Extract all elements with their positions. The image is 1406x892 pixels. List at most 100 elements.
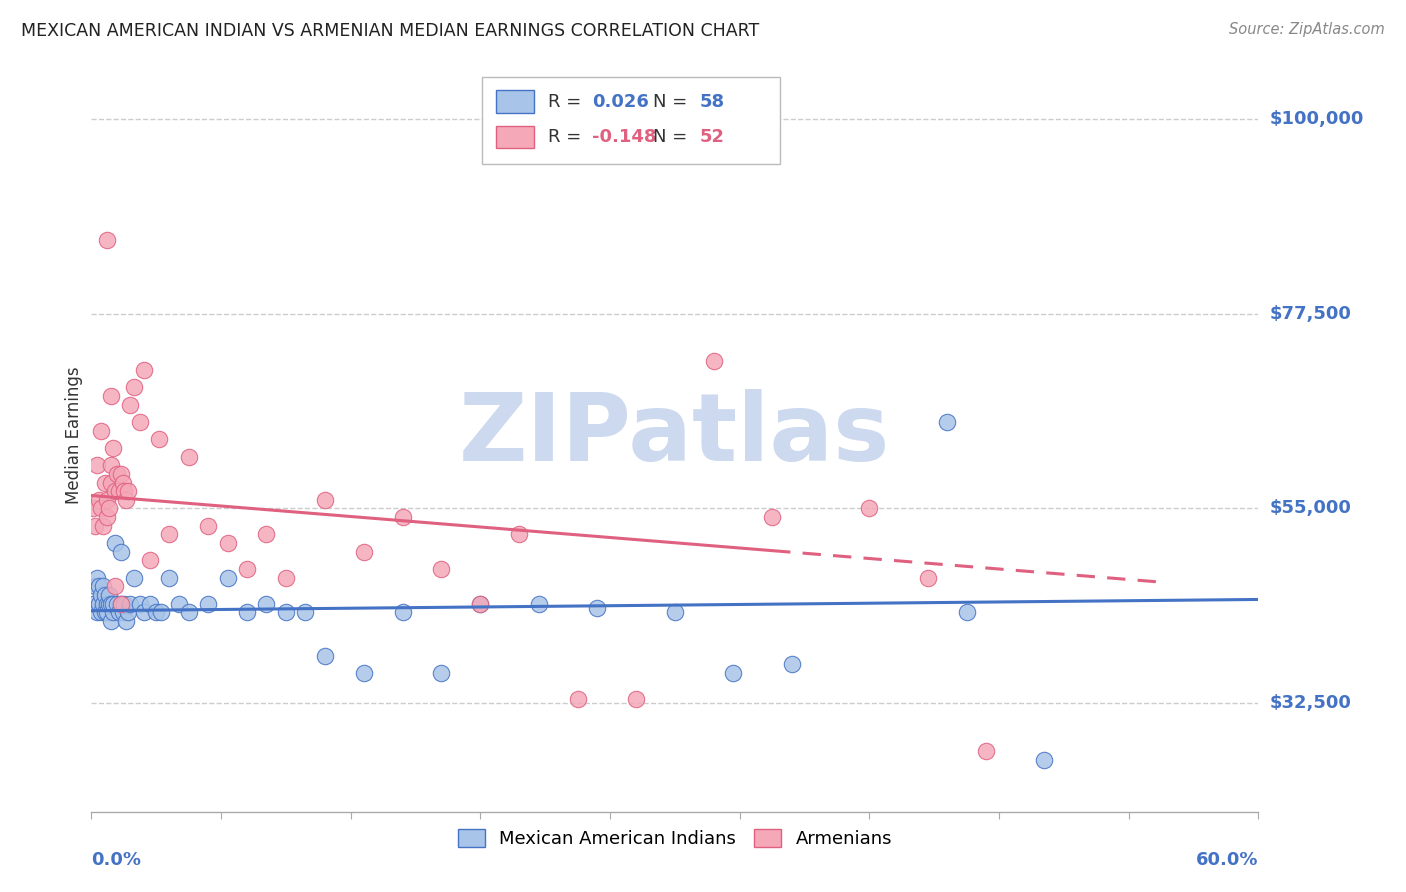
Text: -0.148: -0.148 xyxy=(592,128,657,146)
Point xyxy=(89,492,111,507)
Point xyxy=(858,501,880,516)
Point xyxy=(780,657,803,672)
Point xyxy=(114,597,136,611)
Point xyxy=(150,606,173,620)
Point xyxy=(353,666,375,681)
Point xyxy=(256,527,278,541)
Point xyxy=(148,432,170,446)
Point xyxy=(430,562,453,576)
Point xyxy=(956,606,979,620)
Point xyxy=(115,614,138,628)
Point xyxy=(89,579,111,593)
Point xyxy=(157,571,180,585)
Point xyxy=(82,597,104,611)
Point xyxy=(90,606,112,620)
Point xyxy=(177,450,200,464)
Point xyxy=(96,606,118,620)
Point xyxy=(120,597,142,611)
Point xyxy=(217,536,239,550)
Point xyxy=(138,553,162,567)
Text: $100,000: $100,000 xyxy=(1270,110,1364,128)
Point xyxy=(115,492,138,507)
Point xyxy=(91,518,114,533)
Point xyxy=(236,562,259,576)
Text: 52: 52 xyxy=(699,128,724,146)
Point xyxy=(132,363,155,377)
Point xyxy=(508,527,530,541)
Text: $77,500: $77,500 xyxy=(1270,304,1351,323)
Point xyxy=(86,571,108,585)
Point xyxy=(110,467,132,481)
Point xyxy=(90,424,112,438)
Point xyxy=(256,597,278,611)
Point xyxy=(974,744,997,758)
Point xyxy=(107,484,129,499)
Point xyxy=(97,597,120,611)
Point xyxy=(120,398,142,412)
Point xyxy=(430,666,453,681)
Text: $55,000: $55,000 xyxy=(1270,500,1351,517)
Point xyxy=(129,415,152,429)
Text: 58: 58 xyxy=(699,93,724,111)
Point xyxy=(101,441,124,455)
Point xyxy=(117,484,139,499)
FancyBboxPatch shape xyxy=(496,126,534,148)
Point xyxy=(90,501,112,516)
Point xyxy=(91,579,114,593)
Text: 0.0%: 0.0% xyxy=(91,851,142,869)
Point xyxy=(145,606,167,620)
Text: Source: ZipAtlas.com: Source: ZipAtlas.com xyxy=(1229,22,1385,37)
Point xyxy=(94,588,117,602)
Point xyxy=(236,606,259,620)
Point xyxy=(84,579,107,593)
Point xyxy=(105,467,128,481)
Point xyxy=(100,614,122,628)
Text: R =: R = xyxy=(548,93,586,111)
Point xyxy=(111,475,134,490)
Point xyxy=(100,597,122,611)
Point xyxy=(96,597,118,611)
Text: $32,500: $32,500 xyxy=(1270,695,1351,713)
Point xyxy=(104,484,127,499)
Legend: Mexican American Indians, Armenians: Mexican American Indians, Armenians xyxy=(450,822,900,855)
Point xyxy=(96,510,118,524)
Point xyxy=(100,458,122,472)
Point xyxy=(105,597,128,611)
Point xyxy=(90,588,112,602)
Point xyxy=(107,606,129,620)
Point xyxy=(104,536,127,550)
Point xyxy=(527,597,550,611)
Point xyxy=(110,597,132,611)
Point xyxy=(86,606,108,620)
Text: 60.0%: 60.0% xyxy=(1197,851,1258,869)
Point xyxy=(470,597,492,611)
Point xyxy=(664,606,686,620)
Text: N =: N = xyxy=(652,128,693,146)
Point xyxy=(391,510,413,524)
Point xyxy=(94,606,117,620)
Point xyxy=(122,571,145,585)
Point xyxy=(157,527,180,541)
Point xyxy=(101,606,124,620)
Point xyxy=(114,484,136,499)
Point xyxy=(84,518,107,533)
Point xyxy=(104,579,127,593)
Point xyxy=(586,601,609,615)
Point xyxy=(138,597,162,611)
FancyBboxPatch shape xyxy=(482,77,780,163)
Point xyxy=(100,475,122,490)
Point xyxy=(91,597,114,611)
Point xyxy=(624,692,647,706)
Point xyxy=(129,597,152,611)
Point xyxy=(122,380,145,394)
Point xyxy=(96,233,118,247)
Point xyxy=(100,389,122,403)
Point xyxy=(470,597,492,611)
Point xyxy=(177,606,200,620)
Point xyxy=(197,518,219,533)
Point xyxy=(97,588,120,602)
Point xyxy=(117,606,139,620)
Text: ZIPatlas: ZIPatlas xyxy=(460,389,890,481)
Point xyxy=(391,606,413,620)
Point xyxy=(936,415,959,429)
